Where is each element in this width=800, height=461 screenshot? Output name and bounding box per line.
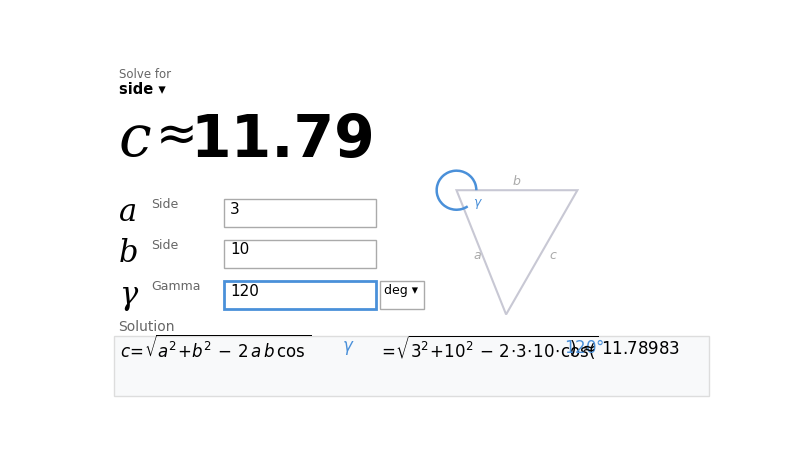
Text: Side: Side (151, 198, 178, 211)
Text: $120°$: $120°$ (564, 339, 605, 357)
Text: side ▾: side ▾ (118, 82, 166, 97)
Text: γ: γ (473, 196, 480, 209)
FancyBboxPatch shape (224, 199, 376, 227)
Text: deg ▾: deg ▾ (384, 284, 418, 297)
Text: $\gamma$: $\gamma$ (342, 339, 355, 357)
Text: b: b (513, 175, 521, 188)
Text: $c\!=\!\sqrt{a^{2}\!+\!b^{2}\,-\,2\,a\,b\,\cos}$: $c\!=\!\sqrt{a^{2}\!+\!b^{2}\,-\,2\,a\,b… (121, 335, 312, 362)
Text: Gamma: Gamma (151, 280, 200, 293)
FancyBboxPatch shape (380, 281, 424, 309)
Text: Side: Side (151, 239, 178, 252)
Text: 11.79: 11.79 (190, 112, 374, 169)
Text: 120: 120 (230, 284, 259, 299)
Text: a: a (473, 249, 481, 262)
Text: 10: 10 (230, 242, 250, 257)
Text: Solution: Solution (118, 320, 175, 334)
FancyBboxPatch shape (224, 281, 376, 309)
Text: a: a (118, 197, 137, 228)
Text: Solve for: Solve for (118, 68, 170, 81)
FancyBboxPatch shape (224, 240, 376, 267)
Text: 3: 3 (230, 201, 240, 217)
Text: γ: γ (118, 280, 137, 311)
FancyBboxPatch shape (114, 336, 709, 396)
Text: b: b (118, 238, 138, 269)
Text: ≈: ≈ (156, 112, 198, 160)
Text: $)\,\approx\,11.78983$: $)\,\approx\,11.78983$ (569, 338, 680, 358)
Text: $=\!\sqrt{3^{2}\!+\!10^{2}\,-\,2\!\cdot\!3\!\cdot\!10\!\cdot\!\cos(}$: $=\!\sqrt{3^{2}\!+\!10^{2}\,-\,2\!\cdot\… (378, 334, 599, 362)
Text: c: c (118, 112, 151, 169)
Text: c: c (549, 249, 556, 262)
